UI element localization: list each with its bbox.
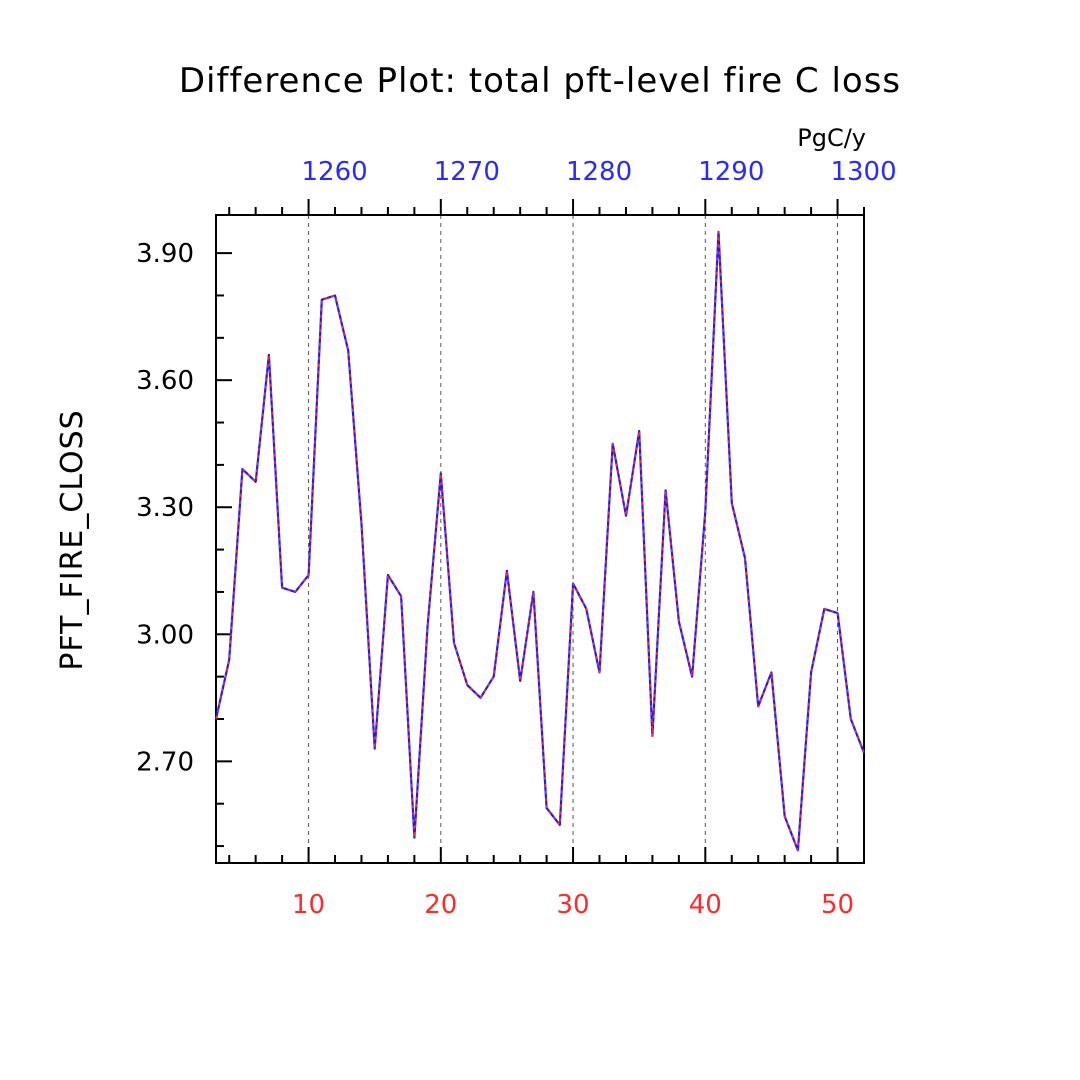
gridlines — [308, 215, 839, 863]
y-tick-label: 3.60 — [136, 366, 194, 396]
y-tick-label: 3.00 — [136, 620, 194, 650]
y-axis-label: PFT_FIRE_CLOSS — [55, 409, 90, 670]
axis-ticks — [216, 199, 865, 863]
series-line-dashed — [215, 231, 865, 852]
bottom-x-tick-label: 20 — [424, 890, 457, 920]
bottom-x-tick-label: 40 — [689, 890, 722, 920]
bottom-x-tick-label: 30 — [557, 890, 590, 920]
series-lines — [214, 230, 866, 852]
top-x-tick-label: 1260 — [301, 157, 367, 187]
top-x-tick-labels: 1260 1270 1280 1290 1300 — [301, 157, 896, 187]
series-line-solid — [214, 230, 866, 852]
plot-frame — [215, 214, 865, 864]
top-x-tick-label: 1270 — [434, 157, 500, 187]
bottom-x-tick-label: 10 — [292, 890, 325, 920]
y-tick-label: 3.30 — [136, 493, 194, 523]
bottom-x-tick-labels: 10 20 30 40 50 — [292, 890, 854, 920]
y-tick-label: 2.70 — [136, 747, 194, 777]
y-tick-labels: 2.70 3.00 3.30 3.60 3.90 — [136, 239, 194, 777]
chart-title: Difference Plot: total pft-level fire C … — [179, 61, 901, 101]
bottom-x-tick-label: 50 — [821, 890, 854, 920]
top-x-tick-label: 1290 — [698, 157, 764, 187]
top-x-tick-label: 1300 — [830, 157, 896, 187]
top-x-tick-label: 1280 — [566, 157, 632, 187]
y-tick-label: 3.90 — [136, 239, 194, 269]
units-label: PgC/y — [797, 124, 866, 152]
